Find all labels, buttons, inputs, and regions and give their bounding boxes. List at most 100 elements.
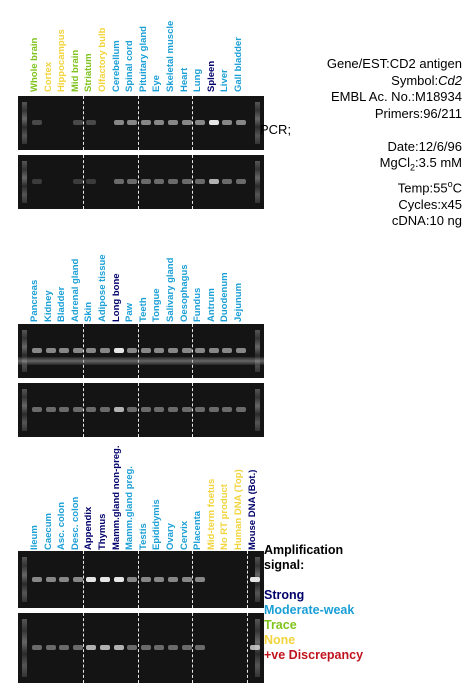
mgcl-value: :3.5 mM — [415, 155, 462, 170]
lane-label: Cervix — [179, 460, 190, 550]
lane-label: Fundus — [192, 232, 204, 322]
lane-label-text: Ileum — [29, 525, 40, 550]
pcr-line: PCR; — [260, 122, 292, 137]
lane-label-text: Asc. colon — [56, 501, 68, 550]
lane-label-text: Placenta — [192, 510, 204, 550]
mgcl-line: MgCl2:3.5 mM — [272, 155, 462, 176]
lane-label-text: Heart — [178, 67, 190, 92]
lane-group-divider — [192, 613, 194, 683]
lane-label: Appendix — [83, 460, 95, 550]
pcr-band — [86, 348, 97, 354]
pcr-band — [181, 407, 192, 413]
pcr-band — [113, 348, 124, 354]
pcr-band — [86, 644, 97, 650]
pcr-band — [154, 348, 165, 354]
lane-label-text: Mid brain — [69, 49, 81, 92]
lane-group-divider — [192, 155, 194, 209]
lane-label: Adipose tissue — [97, 232, 108, 322]
lane-label: Salivary gland — [165, 232, 176, 322]
lane-label-text: Liver — [219, 69, 231, 92]
pcr-band — [100, 644, 110, 650]
lane-label-text: Whole brain — [29, 37, 40, 92]
lane-label-text: Adipose tissue — [97, 254, 108, 322]
lane-label-text: Appendix — [83, 506, 95, 550]
embl-line: EMBL Ac. No.:M18934 — [330, 89, 462, 104]
lane-group-divider — [246, 551, 248, 608]
pcr-band — [181, 644, 192, 650]
lane-label: Long bone — [111, 232, 122, 322]
pcr-band — [236, 407, 246, 413]
lane-label: Human DNA (Top) — [233, 460, 244, 550]
lane-label-text: Ovary — [165, 523, 176, 550]
pcr-band — [86, 120, 97, 126]
pcr-band — [32, 407, 42, 413]
pcr-band — [181, 576, 192, 582]
temp-unit: C — [452, 180, 462, 196]
pcr-band — [32, 348, 42, 354]
lane-label-text: Fundus — [192, 287, 204, 322]
lane-label-text: Testis — [137, 523, 149, 550]
lane-label-text: Pancreas — [29, 279, 40, 322]
lane-label-text: Olfactory bulb — [97, 27, 108, 92]
lane-label-text: Spinal cord — [124, 40, 136, 92]
temp-label: Temp:55 — [397, 180, 448, 196]
lane-label-text: Eye — [151, 75, 163, 92]
pcr-band — [45, 348, 56, 354]
pcr-band — [236, 348, 246, 354]
pcr-band — [168, 179, 178, 185]
panel-3-gel-bottom — [18, 613, 264, 683]
lane-label-text: Antrum — [205, 288, 217, 322]
lane-label: Caecum — [43, 460, 54, 550]
pcr-band — [32, 179, 42, 185]
lane-label: Teeth — [138, 232, 149, 322]
pcr-band — [222, 179, 233, 185]
pcr-band — [222, 407, 233, 413]
panel-2-gel-top — [18, 324, 264, 378]
pcr-band — [45, 576, 56, 582]
legend-strong: Strong — [264, 588, 305, 602]
primers-line: Primers:96/211 — [374, 105, 462, 121]
lane-label: Kidney — [43, 232, 54, 322]
lane-label-text: Duodenum — [219, 272, 231, 322]
lane-label: Bladder — [56, 232, 67, 322]
lane-label: Paw — [124, 232, 136, 322]
pcr-band — [195, 576, 206, 582]
pcr-band — [249, 576, 260, 582]
pcr-band — [140, 120, 151, 126]
pcr-band — [127, 576, 138, 582]
panel-2-lane-labels: Pancreas Kidney Bladder Adrenal gland Skin Ad… — [29, 232, 270, 322]
lane-label: Cortex — [42, 2, 54, 92]
lane-label-text: Mid-term foetus — [205, 478, 217, 550]
pcr-band — [140, 576, 151, 582]
lane-group-divider — [192, 551, 194, 608]
lane-group-divider — [137, 155, 139, 209]
pcr-band — [195, 120, 206, 126]
pcr-band — [113, 179, 124, 185]
lane-group-divider — [137, 383, 139, 437]
size-ladder — [22, 619, 27, 677]
lane-label: Jejunum — [233, 232, 244, 322]
lane-label-text: Mamm.gland preg. — [124, 466, 136, 550]
mgcl-label: MgCl — [379, 155, 411, 170]
lane-label-text: Paw — [124, 302, 136, 322]
symbol-value: Cd2 — [438, 72, 462, 88]
pcr-band — [195, 407, 206, 413]
pcr-band — [59, 644, 70, 650]
lane-label-text: Lung — [192, 68, 204, 92]
pcr-band — [59, 576, 70, 582]
size-ladder — [22, 557, 27, 602]
lane-label: Eye — [151, 2, 163, 92]
lane-label-text: Cortex — [42, 61, 54, 92]
pcr-band — [140, 348, 151, 354]
lane-label: Hippocampus — [56, 2, 67, 92]
legend-trace: Trace — [264, 618, 297, 632]
lane-label: Lung — [192, 2, 204, 92]
cycles-line: Cycles:x45 — [398, 196, 462, 212]
lane-label: Mouse DNA (Bot.) — [247, 460, 258, 550]
lane-label: Thymus — [97, 460, 108, 550]
lane-label: Olfactory bulb — [97, 2, 108, 92]
temp-line: Temp:55oC — [272, 176, 462, 197]
lane-label: Spleen — [206, 2, 217, 92]
date-line: Date:12/6/96 — [387, 138, 462, 154]
pcr-band — [113, 576, 124, 582]
